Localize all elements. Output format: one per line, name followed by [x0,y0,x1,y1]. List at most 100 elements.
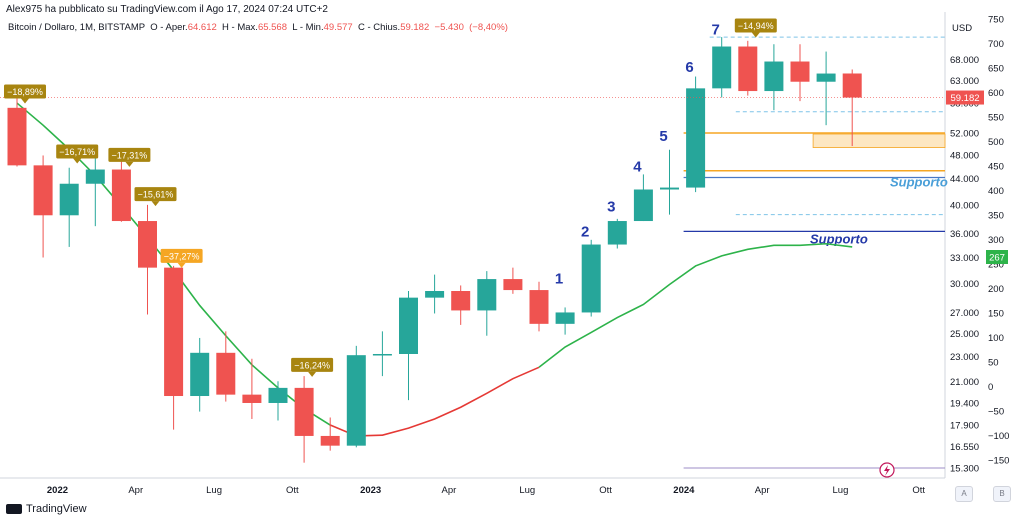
oscillator-tick-label: 450 [988,162,1004,173]
oscillator-tick-label: 500 [988,137,1004,148]
candle-body [790,61,810,82]
drop-badge-label: −16,24% [294,360,330,370]
oscillator-tick-label: 150 [988,309,1004,320]
time-tick-label: Ott [912,485,925,496]
last-price-label: 59.182 [950,93,979,104]
candle-body [633,189,653,222]
close-label: C - Chius. [357,22,401,33]
oscillator-tick-label: 700 [988,39,1004,50]
candle-body [138,221,157,268]
drop-badge-pointer [308,371,317,377]
oscillator-tick-label: 250 [988,260,1004,271]
candle-body [294,387,314,436]
time-tick-label: 2024 [673,485,695,496]
oscillator-tick-label: 200 [988,284,1004,295]
log-scale-button[interactable]: B [993,486,1011,502]
candle-body [477,279,497,311]
time-tick-label: Apr [755,485,770,496]
price-tick-label: 21.000 [950,377,979,388]
alert-flash-bolt-icon [884,465,890,476]
support-label: Supporto [890,174,948,189]
drop-badge-label: −16,71% [59,147,95,157]
drop-badge [4,84,46,99]
wave-label: 3 [607,199,615,216]
support-label: Supporto [810,231,868,246]
oscillator-tick-label: 100 [988,333,1004,344]
candle-body [581,244,601,313]
symbol-info: Bitcoin / Dollaro, 1M, BITSTAMP O - Aper… [8,22,508,33]
oscillator-tick-label: −50 [988,407,1004,418]
candle-body [268,387,288,403]
candle-body [346,355,366,446]
price-tick-label: 68.000 [950,55,979,66]
candle-body [111,169,131,222]
drop-badge-label: −37,27% [164,251,200,261]
price-tick-label: 16.550 [950,442,979,453]
axis-currency: USD [952,23,973,34]
candle-body [842,73,862,98]
time-tick-label: Apr [128,485,143,496]
time-tick-label: Lug [519,485,535,496]
price-tick-label: 33.000 [950,253,979,264]
wave-label: 7 [712,21,720,38]
drop-badge-pointer [177,262,186,268]
price-tick-label: 17.900 [950,421,979,432]
symbol-name: Bitcoin / Dollaro, 1M, BITSTAMP [8,22,145,33]
price-tick-label: 23.000 [950,352,979,363]
wave-label: 5 [659,128,667,145]
drop-badge [56,144,99,159]
oscillator-tag [986,250,1008,264]
price-tick-label: 15.300 [950,464,979,475]
candle-body [216,352,236,395]
oscillator-tick-label: 400 [988,186,1004,197]
time-tick-label: 2022 [47,485,68,496]
brand-name: TradingView [26,503,87,515]
time-tick-label: Apr [442,485,457,496]
price-tick-label: 63.000 [950,76,979,87]
price-tick-label: 19.400 [950,398,979,409]
price-tick-label: 27.000 [950,308,979,319]
support-zone [812,133,946,148]
time-tick-label: Ott [286,485,299,496]
open-value: 64.612 [187,22,217,33]
candle-body [555,312,575,324]
candle-body [33,165,53,216]
candle-body [399,297,418,354]
drop-badge [734,18,777,33]
oscillator-tick-label: 750 [988,15,1004,26]
tradingview-brand[interactable]: TradingView [6,503,87,515]
low-value: 49.577 [323,22,353,33]
wave-label: 4 [633,158,642,175]
high-label: H - Max. [222,22,258,33]
oscillator-tick-label: −100 [988,431,1009,442]
oscillator-tick-label: 350 [988,211,1004,222]
oscillator-tick-label: 300 [988,235,1004,246]
auto-scale-button[interactable]: A [955,486,973,502]
oscillator-tick-label: 0 [988,382,993,393]
publisher-line: Alex975 ha pubblicato su TradingView.com… [6,4,328,15]
oscillator-tick-label: 550 [988,113,1004,124]
high-value: 65.568 [257,22,287,33]
drop-badge-pointer [125,161,134,167]
drop-badge-label: −14,94% [738,21,774,31]
change-pct: (−8,40%) [469,22,508,33]
candle-body [764,61,784,92]
oscillator-tick-label: 650 [988,64,1004,75]
oscillator-tick-label: 600 [988,88,1004,99]
drop-badge-label: −15,61% [138,190,174,200]
candle-body [816,73,836,82]
last-price-tag [946,90,984,105]
oscillator-tick-label: 50 [988,358,999,369]
price-tick-label: 30.000 [950,279,979,290]
candle-body [738,46,758,92]
candle-body [607,221,627,245]
wave-label: 2 [581,224,589,241]
price-tick-label: 44.000 [950,174,979,185]
candle-body [372,353,392,356]
candle-body [164,267,184,397]
candle-body [7,107,27,166]
drop-badge-pointer [21,98,29,104]
time-tick-label: Lug [206,485,222,496]
open-label: O - Aper. [150,22,188,33]
